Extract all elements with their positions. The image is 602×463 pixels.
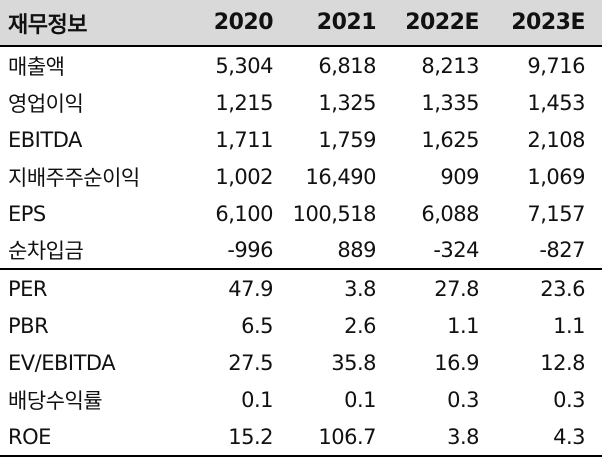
table-row: 지배주주순이익 1,002 16,490 909 1,069 <box>0 158 602 195</box>
row-label: EV/EBITDA <box>8 350 116 375</box>
row-value: 909 <box>440 164 479 189</box>
header-year-2021: 2021 <box>316 10 377 35</box>
row-label: 배당수익률 <box>8 388 103 413</box>
bottom-divider <box>0 455 602 457</box>
row-value: 1.1 <box>447 313 479 338</box>
row-value: 7,157 <box>527 201 585 226</box>
row-label: 순차입금 <box>8 238 84 263</box>
row-value: 0.1 <box>344 387 376 412</box>
row-value: 15.2 <box>228 424 273 449</box>
row-value: 8,213 <box>421 53 479 78</box>
table-row: EV/EBITDA 27.5 35.8 16.9 12.8 <box>0 344 602 381</box>
section-divider <box>0 268 602 270</box>
row-label: PER <box>8 276 48 301</box>
row-value: 0.1 <box>241 387 273 412</box>
row-value: 1,335 <box>421 90 479 115</box>
row-value: 35.8 <box>331 350 376 375</box>
row-value: 23.6 <box>540 276 585 301</box>
header-year-2022e: 2022E <box>405 10 479 35</box>
header-label: 재무정보 <box>8 12 87 38</box>
row-value: 2.6 <box>344 313 376 338</box>
row-value: 1,711 <box>215 127 273 152</box>
row-value: 1,215 <box>215 90 273 115</box>
table-row: EPS 6,100 100,518 6,088 7,157 <box>0 195 602 232</box>
row-value: 889 <box>337 237 376 262</box>
table-row: PER 47.9 3.8 27.8 23.6 <box>0 270 602 307</box>
table-row: 순차입금 -996 889 -324 -827 <box>0 231 602 268</box>
row-value: 16.9 <box>434 350 479 375</box>
row-value: 1,759 <box>318 127 376 152</box>
row-value: 6,100 <box>215 201 273 226</box>
row-value: 6,818 <box>318 53 376 78</box>
row-value: 27.5 <box>228 350 273 375</box>
row-value: 47.9 <box>228 276 273 301</box>
row-value: -996 <box>227 237 273 262</box>
row-label: 영업이익 <box>8 91 84 116</box>
row-value: 0.3 <box>553 387 585 412</box>
row-value: 27.8 <box>434 276 479 301</box>
table-row: PBR 6.5 2.6 1.1 1.1 <box>0 307 602 344</box>
row-value: 1,453 <box>527 90 585 115</box>
header-year-2023e: 2023E <box>511 10 585 35</box>
row-value: 5,304 <box>215 53 273 78</box>
table-row: 영업이익 1,215 1,325 1,335 1,453 <box>0 84 602 121</box>
row-label: PBR <box>8 313 49 338</box>
row-value: 106.7 <box>318 424 376 449</box>
row-label: 지배주주순이익 <box>8 165 140 190</box>
header-year-2020: 2020 <box>213 10 274 35</box>
table-row: EBITDA 1,711 1,759 1,625 2,108 <box>0 121 602 158</box>
row-value: 1,325 <box>318 90 376 115</box>
row-value: 4.3 <box>553 424 585 449</box>
row-value: 3.8 <box>447 424 479 449</box>
row-value: 1,069 <box>527 164 585 189</box>
row-value: 0.3 <box>447 387 479 412</box>
row-value: 3.8 <box>344 276 376 301</box>
row-label: EBITDA <box>8 127 82 152</box>
row-value: 1,002 <box>215 164 273 189</box>
row-label: 매출액 <box>8 54 65 79</box>
row-value: 2,108 <box>527 127 585 152</box>
row-value: 12.8 <box>540 350 585 375</box>
row-value: 6,088 <box>421 201 479 226</box>
row-label: ROE <box>8 424 51 449</box>
row-value: 16,490 <box>305 164 377 189</box>
table-row: 배당수익률 0.1 0.1 0.3 0.3 <box>0 381 602 418</box>
row-value: 6.5 <box>241 313 273 338</box>
row-value: 1,625 <box>421 127 479 152</box>
row-label: EPS <box>8 201 46 226</box>
table-row: 매출액 5,304 6,818 8,213 9,716 <box>0 47 602 84</box>
header-divider <box>0 45 602 47</box>
row-value: -827 <box>539 237 585 262</box>
row-value: 1.1 <box>553 313 585 338</box>
row-value: 9,716 <box>527 53 585 78</box>
table-row: ROE 15.2 106.7 3.8 4.3 <box>0 418 602 455</box>
table-header-row: 재무정보 2020 2021 2022E 2023E <box>0 0 602 45</box>
row-value: -324 <box>433 237 479 262</box>
row-value: 100,518 <box>292 201 377 226</box>
